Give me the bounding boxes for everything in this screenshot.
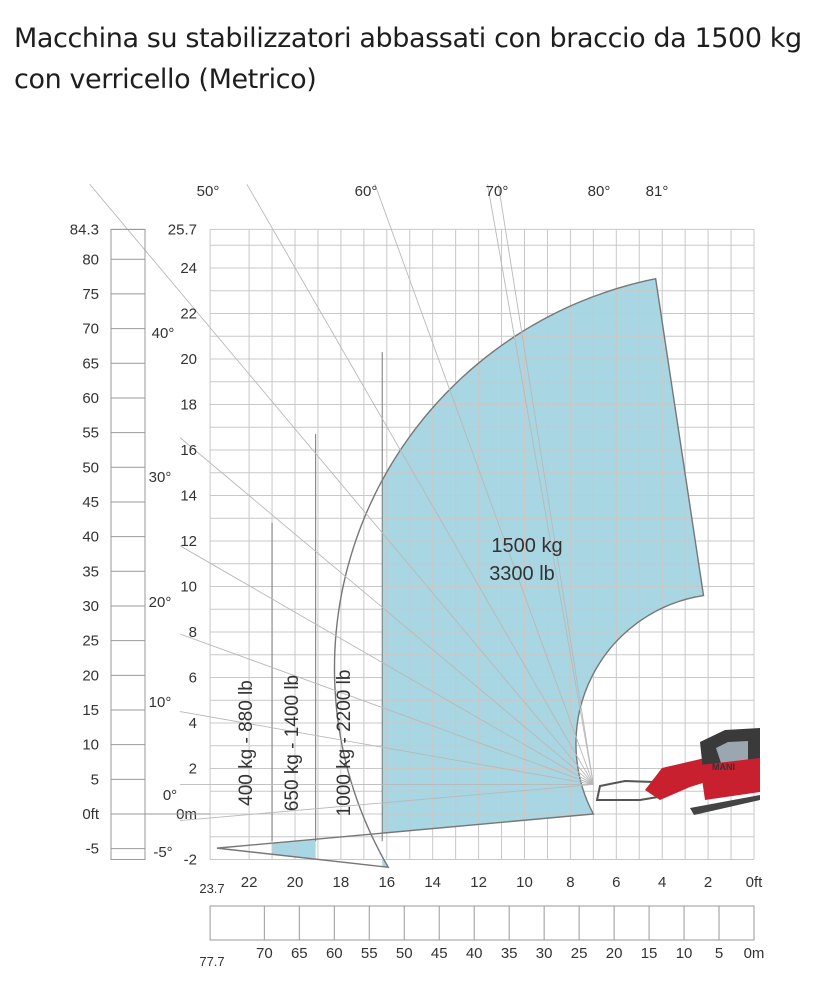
y-tick-label-m: 12 (180, 533, 197, 550)
angle-label: 10° (149, 694, 172, 711)
y-tick-label-ft: 60 (82, 390, 99, 407)
y-tick-label-m: 4 (189, 715, 197, 732)
y-tick-label-m: -2 (184, 852, 197, 869)
x-tick-label-m: 2 (704, 874, 712, 891)
zone-label-0: 400 kg - 880 lb (236, 680, 257, 806)
y-tick-label-ft: 15 (82, 702, 99, 719)
angle-label: 40° (152, 325, 175, 342)
y-tick-label-m: 24 (180, 260, 197, 277)
x-tick-label-ft: 15 (641, 945, 658, 962)
x-tick-label-ft: 60 (326, 945, 343, 962)
y-tick-label-m: 16 (180, 442, 197, 459)
y-tick-label-ft: 30 (82, 598, 99, 615)
x-tick-label-ft: 70 (256, 945, 273, 962)
angle-label: 20° (149, 594, 172, 611)
x-tick-label-m: 12 (470, 874, 487, 891)
angle-label: 81° (646, 183, 669, 200)
y-tick-label-m: 10 (180, 579, 197, 596)
x-tick-label-m: 14 (424, 874, 441, 891)
x-tick-label-ft: 35 (501, 945, 518, 962)
x-tick-label-ft: 40 (466, 945, 483, 962)
x-tick-label-ft: 5 (715, 945, 723, 962)
x-tick-label-m: 22 (241, 874, 258, 891)
x-tick-label-ft: 25 (571, 945, 588, 962)
y-tick-label-ft: 70 (82, 321, 99, 338)
y-tick-label-m: 22 (180, 306, 197, 323)
y-tick-label-ft: 80 (82, 251, 99, 268)
y-tick-label-ft: 75 (82, 286, 99, 303)
angle-ray-3 (179, 633, 594, 785)
main-load-label-lb: 3300 lb (489, 563, 555, 585)
y-tick-label-ft: 55 (82, 425, 99, 442)
angle-label: 30° (149, 469, 172, 486)
y-tick-label-m: 25.7 (168, 221, 197, 238)
angle-ray-6 (89, 184, 594, 785)
angle-label: 0° (163, 787, 177, 804)
x-tick-label-m: 10 (516, 874, 533, 891)
x-ruler-ft (209, 905, 755, 941)
angle-ray-0 (180, 783, 594, 822)
y-tick-label-ft: 20 (82, 667, 99, 684)
angle-label: -5° (153, 844, 172, 861)
y-tick-label-ft: 45 (82, 494, 99, 511)
x-tick-label-m: 20 (287, 874, 304, 891)
x-tick-label-ft: 50 (396, 945, 413, 962)
main-load-label-kg: 1500 kg (491, 535, 562, 557)
y-tick-label-ft: -5 (86, 841, 99, 858)
x-tick-label-ft: 0m (744, 945, 765, 962)
y-ruler-ft (110, 228, 146, 860)
x-tick-label-m: 0ft (746, 874, 764, 891)
brand-mark: MANI (712, 762, 735, 772)
cab-window-icon (716, 741, 748, 766)
zone-label-1: 650 kg - 1400 lb (282, 675, 303, 811)
x-tick-label-m: 8 (566, 874, 574, 891)
x-tick-label-m: 16 (378, 874, 395, 891)
x-tick-label-ft: 45 (431, 945, 448, 962)
machine-body-icon (700, 758, 760, 800)
x-tick-label-m: 4 (658, 874, 666, 891)
y-tick-label-m: 18 (180, 397, 197, 414)
angle-ray-9 (487, 184, 594, 785)
angle-label: 50° (197, 183, 220, 200)
angle-ray-4 (179, 545, 594, 785)
x-tick-label-ft: 20 (606, 945, 623, 962)
x-tick-label-ft: 10 (676, 945, 693, 962)
x-tick-label-m: 18 (333, 874, 350, 891)
x-tick-label-ft: 65 (291, 945, 308, 962)
x-tick-label-ft: 55 (361, 945, 378, 962)
y-tick-label-ft: 35 (82, 563, 99, 580)
angle-ray-2 (180, 711, 594, 785)
angle-ray-7 (246, 184, 594, 785)
page-title: Macchina su stabilizzatori abbassati con… (14, 23, 802, 95)
y-tick-label-ft: 40 (82, 529, 99, 546)
y-tick-label-ft: 25 (82, 633, 99, 650)
angle-label: 80° (588, 183, 611, 200)
y-tick-label-m: 6 (189, 670, 197, 687)
load-envelope (216, 277, 705, 869)
y-tick-label-ft: 65 (82, 355, 99, 372)
x-end-label-m: 23.7 (199, 881, 224, 896)
x-tick-label-m: 6 (612, 874, 620, 891)
y-tick-label-m: 20 (180, 351, 197, 368)
angle-ray-5 (179, 437, 594, 785)
angle-ray-10 (497, 184, 594, 785)
angle-label: 70° (486, 183, 509, 200)
y-tick-label-ft: 0ft (82, 806, 100, 823)
y-tick-label-m: 8 (189, 624, 197, 641)
y-tick-label-ft: 84.3 (70, 221, 99, 238)
x-end-label-ft: 77.7 (199, 954, 224, 969)
y-tick-label-ft: 10 (82, 737, 99, 754)
y-tick-label-m: 2 (189, 761, 197, 778)
x-tick-label-ft: 30 (536, 945, 553, 962)
zone-label-2: 1000 kg - 2200 lb (334, 670, 355, 817)
y-tick-label-ft: 50 (82, 459, 99, 476)
angle-ray-8 (374, 184, 594, 785)
stabilizer-icon (690, 795, 760, 815)
y-tick-label-ft: 5 (91, 771, 99, 788)
angle-label: 60° (355, 183, 378, 200)
y-tick-label-m: 14 (180, 488, 197, 505)
